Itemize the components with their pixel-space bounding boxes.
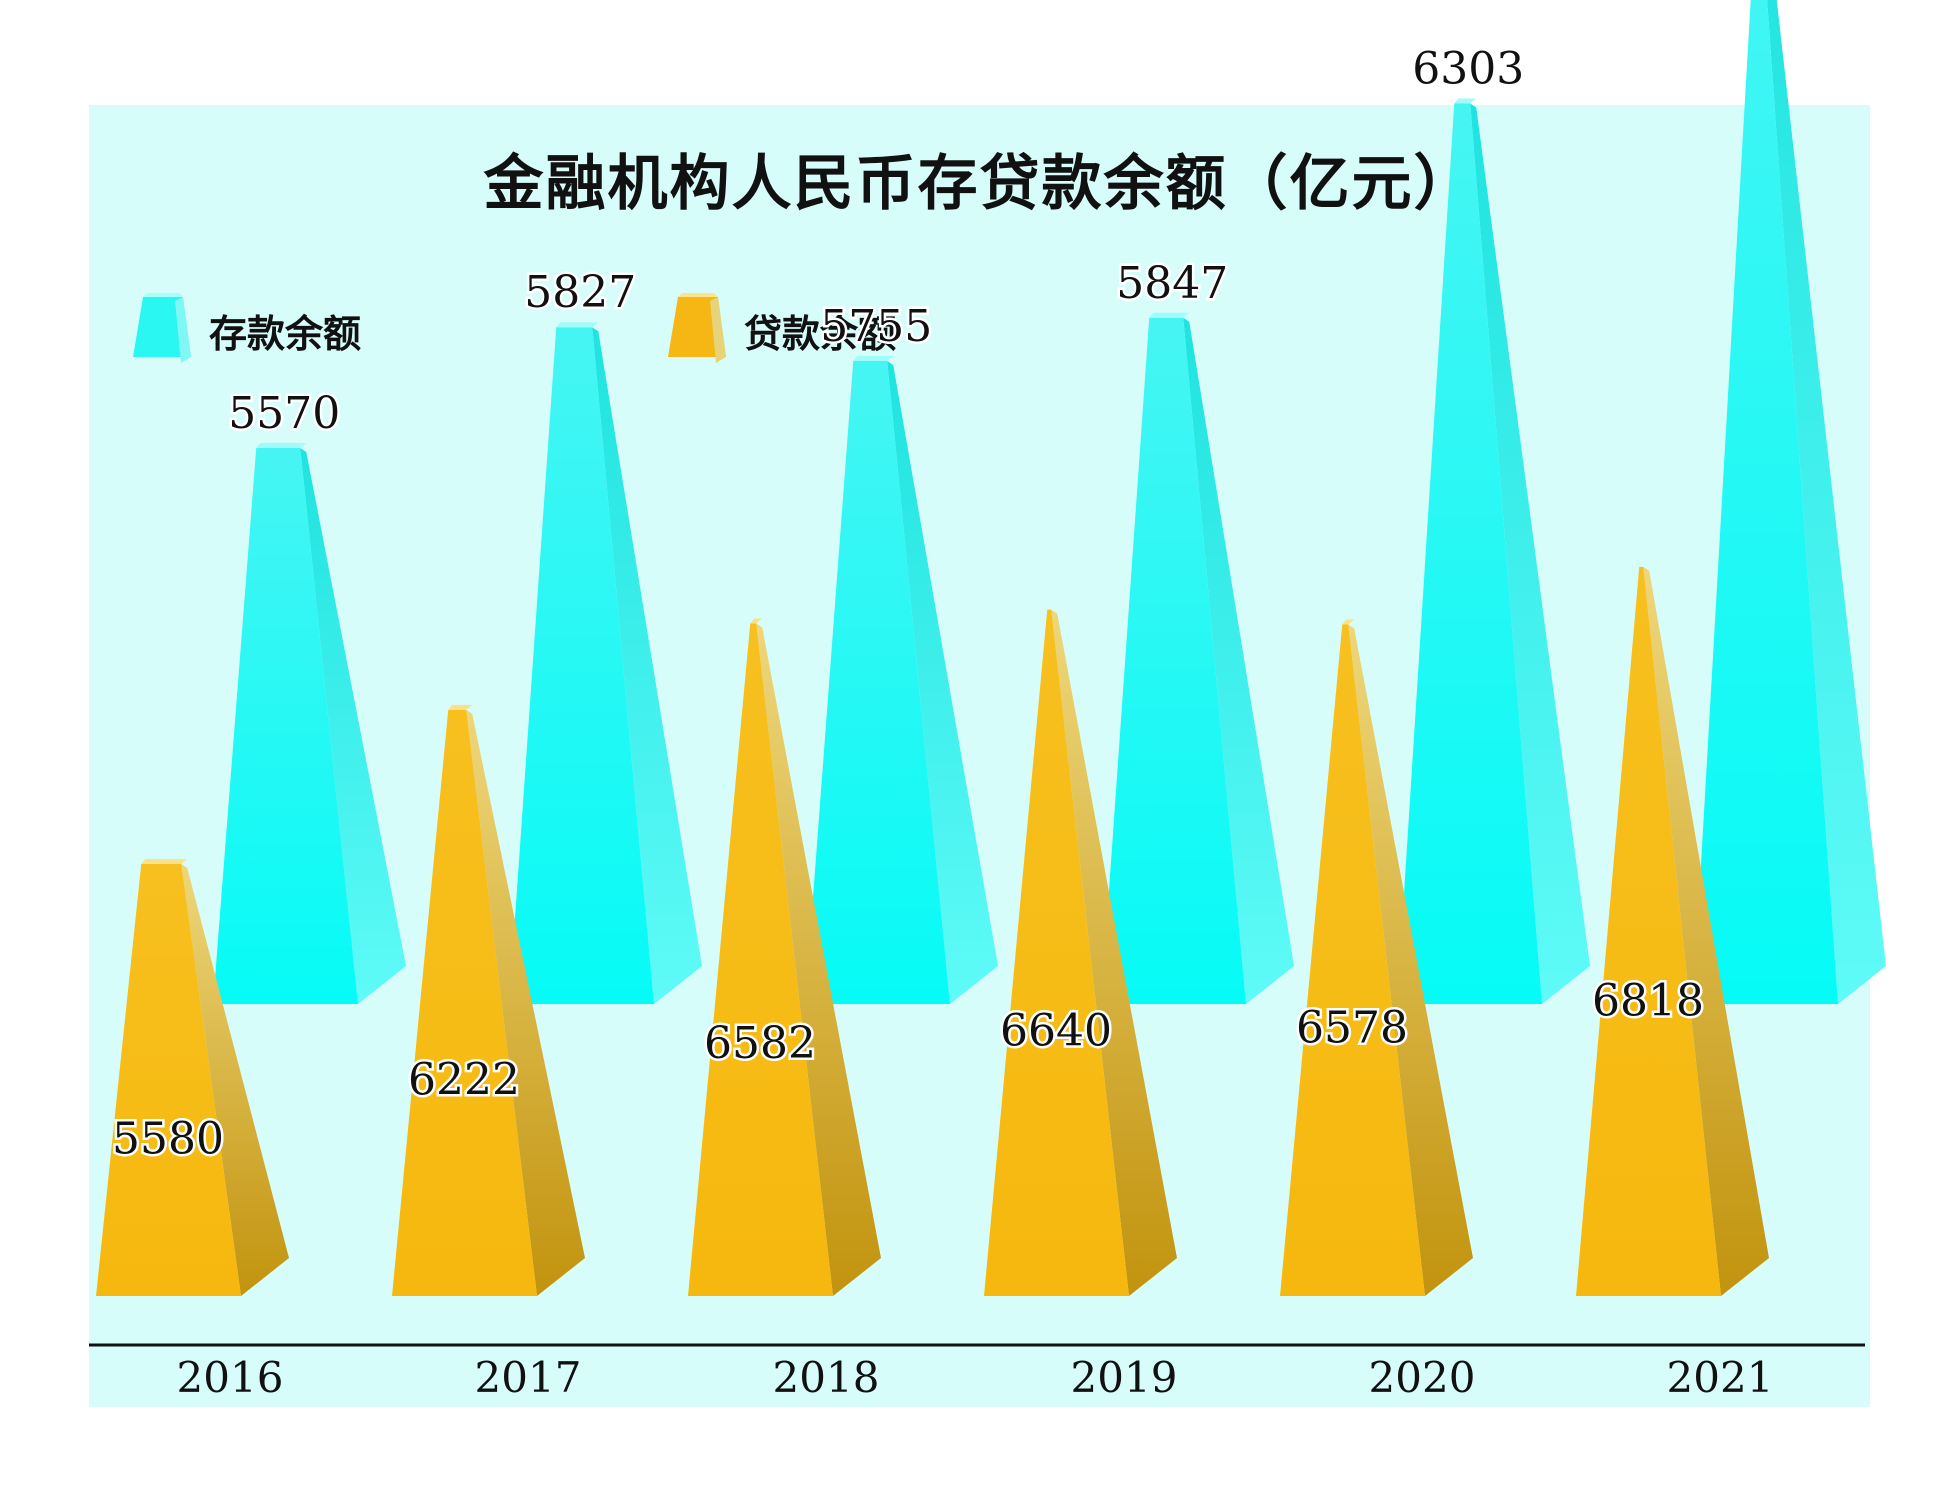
deposit-series bbox=[213, 0, 1886, 1005]
loan-bar bbox=[1280, 619, 1473, 1296]
legend-icon-loan bbox=[668, 293, 726, 363]
deposit-value-label: 5827 bbox=[524, 267, 636, 318]
legend-icon-deposit bbox=[133, 293, 191, 363]
deposit-bar bbox=[1101, 312, 1294, 1004]
loan-value-label: 5580 bbox=[112, 1113, 224, 1164]
loan-value-label: 6578 bbox=[1296, 1002, 1408, 1053]
x-tick-label: 2017 bbox=[475, 1353, 582, 1402]
x-tick-label: 2021 bbox=[1667, 1353, 1774, 1402]
deposit-bar bbox=[509, 322, 702, 1005]
x-tick-label: 2019 bbox=[1071, 1353, 1178, 1402]
deposit-bar bbox=[1693, 0, 1886, 1004]
loan-bar bbox=[1576, 566, 1769, 1296]
legend-label-deposit: 存款余额 bbox=[209, 312, 362, 356]
loan-bar bbox=[96, 859, 289, 1296]
deposit-bar bbox=[805, 356, 998, 1004]
deposit-bar bbox=[1397, 98, 1590, 1005]
chart-panel: 金融机构人民币存贷款余额（亿元） 存款余额 贷款余额 bbox=[89, 105, 1870, 1407]
loan-bar bbox=[984, 609, 1177, 1296]
deposit-value-label: 5847 bbox=[1116, 258, 1228, 309]
loan-value-label: 6582 bbox=[704, 1018, 816, 1069]
deposit-value-label: 6303 bbox=[1412, 43, 1524, 94]
legend-label-loan: 贷款余额 bbox=[744, 312, 897, 356]
labels: 5570 5580 2016 5827 6222 2017 5755 6582 2018 5847… bbox=[110, 41, 1774, 1402]
deposit-value-label: 5570 bbox=[228, 388, 340, 439]
x-tick-label: 2020 bbox=[1369, 1353, 1476, 1402]
loan-bar bbox=[392, 704, 585, 1296]
loan-bar bbox=[688, 618, 881, 1296]
x-tick-label: 2016 bbox=[177, 1353, 284, 1402]
chart-title: 金融机构人民币存贷款余额（亿元） bbox=[483, 149, 1476, 219]
loan-series bbox=[96, 566, 1769, 1296]
deposit-bar bbox=[213, 443, 406, 1004]
deposit-value-label: 5755 bbox=[820, 301, 932, 352]
loan-value-label: 6640 bbox=[1000, 1005, 1112, 1056]
loan-value-label: 6818 bbox=[1592, 975, 1704, 1026]
x-tick-label: 2018 bbox=[773, 1353, 880, 1402]
loan-value-label: 6222 bbox=[408, 1055, 520, 1106]
